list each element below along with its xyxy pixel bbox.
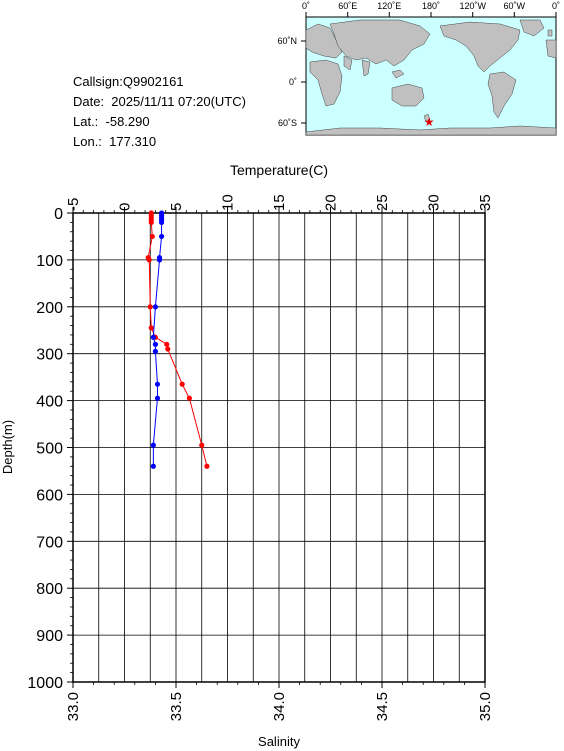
float-info: Callsign:Q9902161 Date: 2025/11/11 07:20…: [73, 72, 246, 152]
callsign-text: Callsign:Q9902161: [73, 74, 184, 89]
series-layer: [145, 210, 210, 469]
temperature-tick-label: 20: [323, 194, 340, 211]
map-lat-label: 60˚S: [278, 118, 297, 128]
salinity-tick-label: 33.5: [168, 692, 185, 721]
date-text: Date: 2025/11/11 07:20(UTC): [73, 94, 246, 109]
temperature-data-point: [146, 257, 152, 263]
map-lat-label: 0˚: [289, 77, 297, 87]
salinity-data-point: [150, 442, 156, 448]
plot-frame: [72, 212, 486, 683]
depth-tick-label: 0: [54, 206, 63, 223]
location-map: 0˚ 60˚E 120˚E 180˚ 120˚W 60˚W 0˚ 60˚N 0˚…: [277, 1, 560, 136]
map-lon-label: 0˚: [302, 1, 310, 11]
depth-axis-label: Depth(m): [0, 420, 15, 474]
depth-tick-label: 1000: [27, 675, 63, 692]
salinity-data-point: [152, 341, 158, 347]
depth-tick-label: 100: [36, 253, 63, 270]
salinity-data-point: [156, 254, 163, 261]
map-lon-label: 0˚: [552, 1, 560, 11]
temperature-tick-label: 30: [426, 194, 443, 211]
salinity-data-point: [158, 217, 165, 223]
map-land: [305, 19, 557, 136]
temperature-data-point: [148, 219, 154, 225]
longitude-text: Lon.: 177.310: [73, 134, 157, 149]
map-frame-ticks: [301, 12, 557, 124]
salinity-data-point: [152, 304, 158, 310]
float-location-star-icon: ★: [424, 115, 435, 129]
salinity-data-point: [154, 381, 161, 387]
temperature-data-point: [165, 346, 171, 352]
map-lon-label: 60˚W: [504, 1, 526, 11]
salinity-data-point: [150, 334, 156, 340]
depth-tick-label: 600: [36, 487, 63, 504]
salinity-tick-label: 35.0: [477, 692, 494, 721]
salinity-profile-line: [152, 213, 163, 467]
depth-tick-label: 300: [36, 347, 63, 364]
temperature-tick-label: -5: [65, 198, 82, 211]
salinity-data-point: [158, 210, 165, 216]
temperature-tick-label: 35: [477, 194, 494, 211]
temperature-data-point: [152, 334, 158, 340]
depth-tick-label: 200: [36, 300, 63, 317]
salinity-data-point: [154, 395, 161, 401]
temperature-data-point: [204, 463, 210, 469]
map-lon-label: 180˚: [422, 1, 440, 11]
temperature-data-point: [164, 341, 170, 347]
temperature-data-point: [147, 304, 153, 310]
salinity-axis-label: Salinity: [258, 734, 300, 749]
salinity-data-point: [156, 257, 163, 263]
temperature-tick-label: 0: [117, 203, 134, 211]
temperature-data-point: [148, 212, 154, 218]
salinity-tick-label: 34.5: [374, 692, 391, 721]
depth-tick-label: 400: [36, 394, 63, 411]
temperature-data-point: [148, 210, 154, 216]
temperature-tick-label: 25: [374, 194, 391, 211]
temperature-data-point: [148, 325, 154, 331]
depth-tick-label: 800: [36, 581, 63, 598]
temperature-tick-label: 15: [271, 194, 288, 211]
temperature-data-point: [148, 215, 154, 221]
temperature-data-point: [199, 442, 205, 448]
salinity-tick-label: 33.0: [65, 692, 82, 721]
temperature-data-point: [179, 381, 185, 387]
salinity-data-point: [158, 215, 165, 221]
temperature-data-point: [148, 217, 154, 223]
temperature-profile-line: [147, 213, 208, 467]
latitude-text: Lat.: -58.290: [73, 114, 150, 129]
salinity-data-point: [152, 348, 158, 354]
map-lon-label: 120˚W: [459, 1, 486, 11]
depth-tick-label: 700: [36, 534, 63, 551]
temperature-data-point: [186, 395, 192, 401]
depth-tick-label: 900: [36, 628, 63, 645]
temperature-axis-label: Temperature(C): [230, 162, 328, 178]
salinity-tick-label: 34.0: [271, 692, 288, 721]
chart-grid: [72, 212, 486, 683]
map-lon-label: 120˚E: [377, 1, 401, 11]
depth-tick-label: 500: [36, 441, 63, 458]
map-lon-label: 60˚E: [338, 1, 357, 11]
salinity-data-point: [158, 219, 165, 225]
temperature-data-point: [145, 254, 151, 261]
salinity-data-point: [158, 233, 165, 240]
temperature-data-point: [149, 233, 155, 240]
salinity-data-point: [158, 212, 165, 218]
salinity-data-point: [150, 463, 156, 469]
temperature-tick-label: 10: [220, 194, 237, 211]
map-lat-label: 60˚N: [277, 36, 297, 46]
temperature-tick-label: 5: [168, 203, 185, 211]
